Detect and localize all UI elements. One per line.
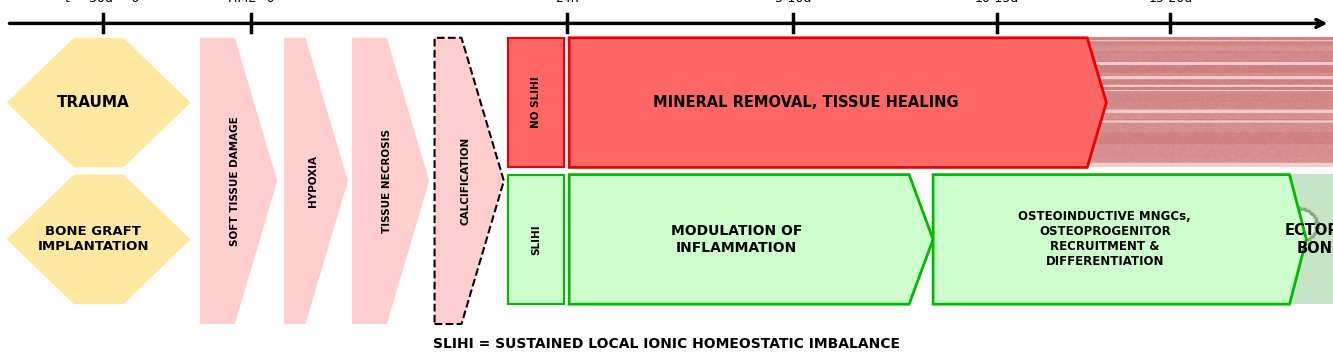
Text: TISSUE NECROSIS: TISSUE NECROSIS (381, 129, 392, 233)
Polygon shape (200, 38, 277, 324)
Text: OSTEOINDUCTIVE MNGCs,
OSTEOPROGENITOR
RECRUITMENT &
DIFFERENTIATION: OSTEOINDUCTIVE MNGCs, OSTEOPROGENITOR RE… (1018, 210, 1192, 269)
Text: TIME=0: TIME=0 (227, 0, 275, 5)
Polygon shape (7, 175, 191, 304)
Polygon shape (352, 38, 429, 324)
Polygon shape (435, 38, 504, 324)
Text: 24h: 24h (555, 0, 579, 5)
FancyBboxPatch shape (508, 38, 564, 167)
Text: MINERAL REMOVAL, TISSUE HEALING: MINERAL REMOVAL, TISSUE HEALING (653, 95, 958, 110)
Text: 10-15d: 10-15d (974, 0, 1020, 5)
Polygon shape (933, 175, 1306, 304)
Text: NO SLIHI: NO SLIHI (531, 77, 541, 129)
Polygon shape (569, 38, 1106, 167)
Text: HYPOXIA: HYPOXIA (308, 155, 317, 207)
Polygon shape (7, 38, 191, 167)
Text: ECTOPIC
BONE: ECTOPIC BONE (1285, 223, 1333, 256)
Text: BONE GRAFT
IMPLANTATION: BONE GRAFT IMPLANTATION (37, 225, 149, 253)
Text: MODULATION OF
INFLAMMATION: MODULATION OF INFLAMMATION (670, 224, 802, 255)
Text: SOFT TISSUE DAMAGE: SOFT TISSUE DAMAGE (229, 116, 240, 246)
Text: t= -30d → 0: t= -30d → 0 (65, 0, 140, 5)
Polygon shape (284, 38, 348, 324)
Polygon shape (569, 175, 933, 304)
Text: 5-10d: 5-10d (774, 0, 812, 5)
Text: 15-20d: 15-20d (1148, 0, 1193, 5)
Text: CALCIFICATION: CALCIFICATION (461, 137, 471, 225)
Text: SLIHI = SUSTAINED LOCAL IONIC HOMEOSTATIC IMBALANCE: SLIHI = SUSTAINED LOCAL IONIC HOMEOSTATI… (433, 337, 900, 351)
Text: TRAUMA: TRAUMA (57, 95, 129, 110)
Text: SLIHI: SLIHI (531, 224, 541, 255)
FancyBboxPatch shape (508, 175, 564, 304)
